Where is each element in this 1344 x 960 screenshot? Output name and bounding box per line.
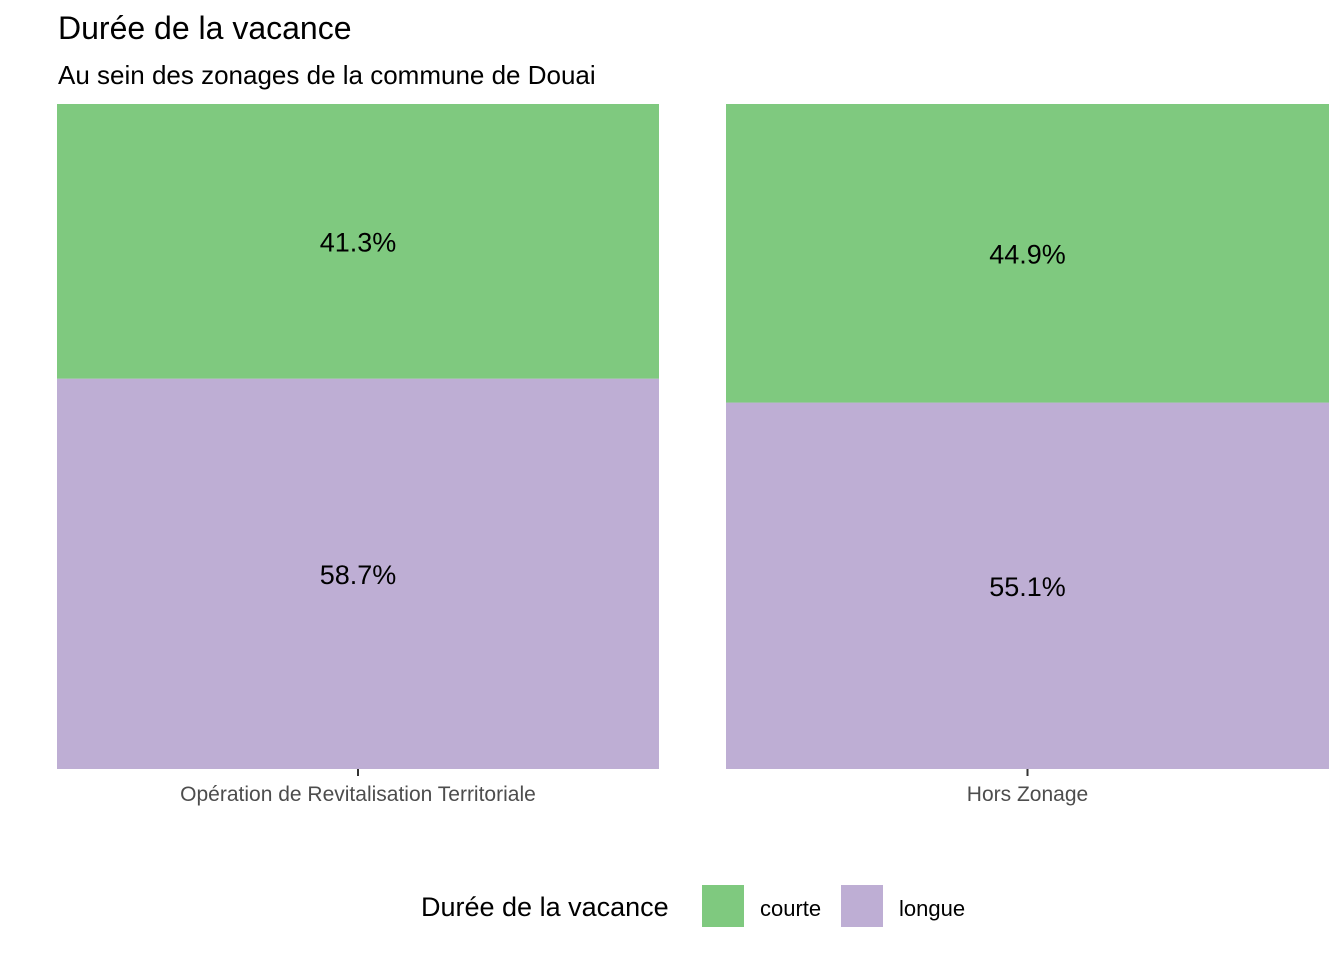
x-tick-label-hors-zonage: Hors Zonage (967, 783, 1088, 806)
legend-title: Durée de la vacance (421, 892, 669, 922)
legend-label-courte: courte (760, 896, 822, 921)
legend-key-courte (702, 885, 744, 927)
data-label-longue-operation-de-revitalisation-territoriale: 58.7% (320, 560, 397, 590)
legend-key-longue (841, 885, 883, 927)
data-label-courte-operation-de-revitalisation-territoriale: 41.3% (320, 227, 397, 257)
x-tick-label-operation-de-revitalisation-territoriale: Opération de Revitalisation Territoriale (180, 783, 536, 806)
data-label-courte-hors-zonage: 44.9% (989, 239, 1066, 269)
legend: Durée de la vacance courte longue (0, 880, 1344, 936)
legend-label-longue: longue (899, 896, 966, 921)
bar-courte-operation-de-revitalisation-territoriale (57, 104, 659, 379)
data-label-longue-hors-zonage: 55.1% (989, 572, 1066, 602)
chart-title: Durée de la vacance (58, 10, 352, 46)
bar-longue-operation-de-revitalisation-territoriale (57, 378, 659, 769)
plot-area: 58.7% 41.3% Opération de Revitalisation Te… (57, 104, 1329, 806)
bar-longue-hors-zonage (726, 402, 1329, 769)
chart-subtitle: Au sein des zonages de la commune de Dou… (58, 60, 596, 90)
bar-courte-hors-zonage (726, 104, 1329, 403)
